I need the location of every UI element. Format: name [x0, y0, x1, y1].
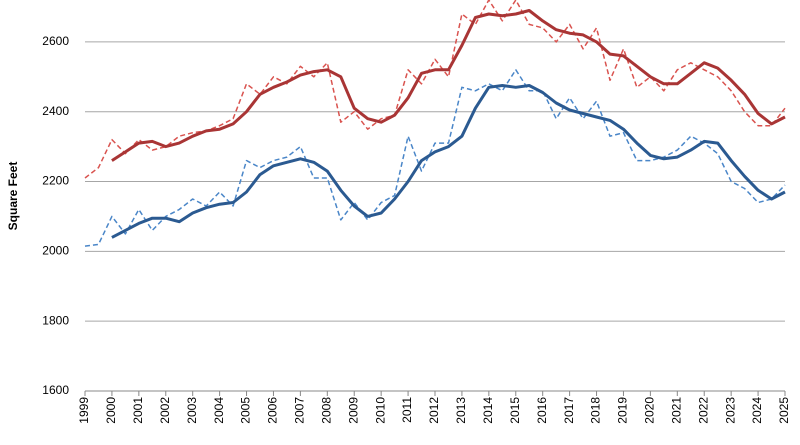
- x-tick-label: 2012: [427, 397, 441, 424]
- y-tick-label: 2000: [42, 244, 69, 258]
- x-tick-label: 2002: [158, 397, 172, 424]
- x-tick-label: 2005: [239, 397, 253, 424]
- x-tick-label: 2016: [535, 397, 549, 424]
- x-tick-label: 2025: [777, 397, 791, 424]
- x-tick-label: 2010: [373, 397, 387, 424]
- x-tick-label: 2024: [750, 397, 764, 424]
- y-tick-label: 2200: [42, 174, 69, 188]
- x-tick-label: 2013: [454, 397, 468, 424]
- y-tick-label: 2400: [42, 104, 69, 118]
- x-tick-label: 2004: [212, 397, 226, 424]
- x-tick-label: 2018: [589, 397, 603, 424]
- y-tick-label: 1600: [42, 383, 69, 397]
- x-tick-label: 2009: [346, 397, 360, 424]
- x-tick-label: 2014: [481, 397, 495, 424]
- x-tick-label: 2022: [696, 397, 710, 424]
- x-tick-label: 2017: [562, 397, 576, 424]
- x-tick-label: 2023: [723, 397, 737, 424]
- x-tick-label: 2019: [616, 397, 630, 424]
- x-tick-label: 2001: [131, 397, 145, 424]
- y-tick-label: 2600: [42, 34, 69, 48]
- x-tick-label: 2008: [319, 397, 333, 424]
- y-axis-label: Square Feet: [6, 162, 20, 231]
- x-tick-label: 1999: [77, 397, 91, 424]
- solid-line: [111, 84, 786, 239]
- x-tick-label: 2021: [669, 397, 683, 424]
- x-tick-label: 2006: [266, 397, 280, 424]
- y-tick-label: 1800: [42, 313, 69, 327]
- solid-line: [111, 9, 786, 162]
- x-tick-label: 2015: [508, 397, 522, 424]
- x-tick-label: 2003: [185, 397, 199, 424]
- x-tick-label: 2007: [293, 397, 307, 424]
- x-tick-label: 2011: [400, 397, 414, 423]
- dashed-line: [84, 69, 786, 247]
- x-tick-label: 2000: [104, 397, 118, 424]
- x-tick-label: 2020: [643, 397, 657, 424]
